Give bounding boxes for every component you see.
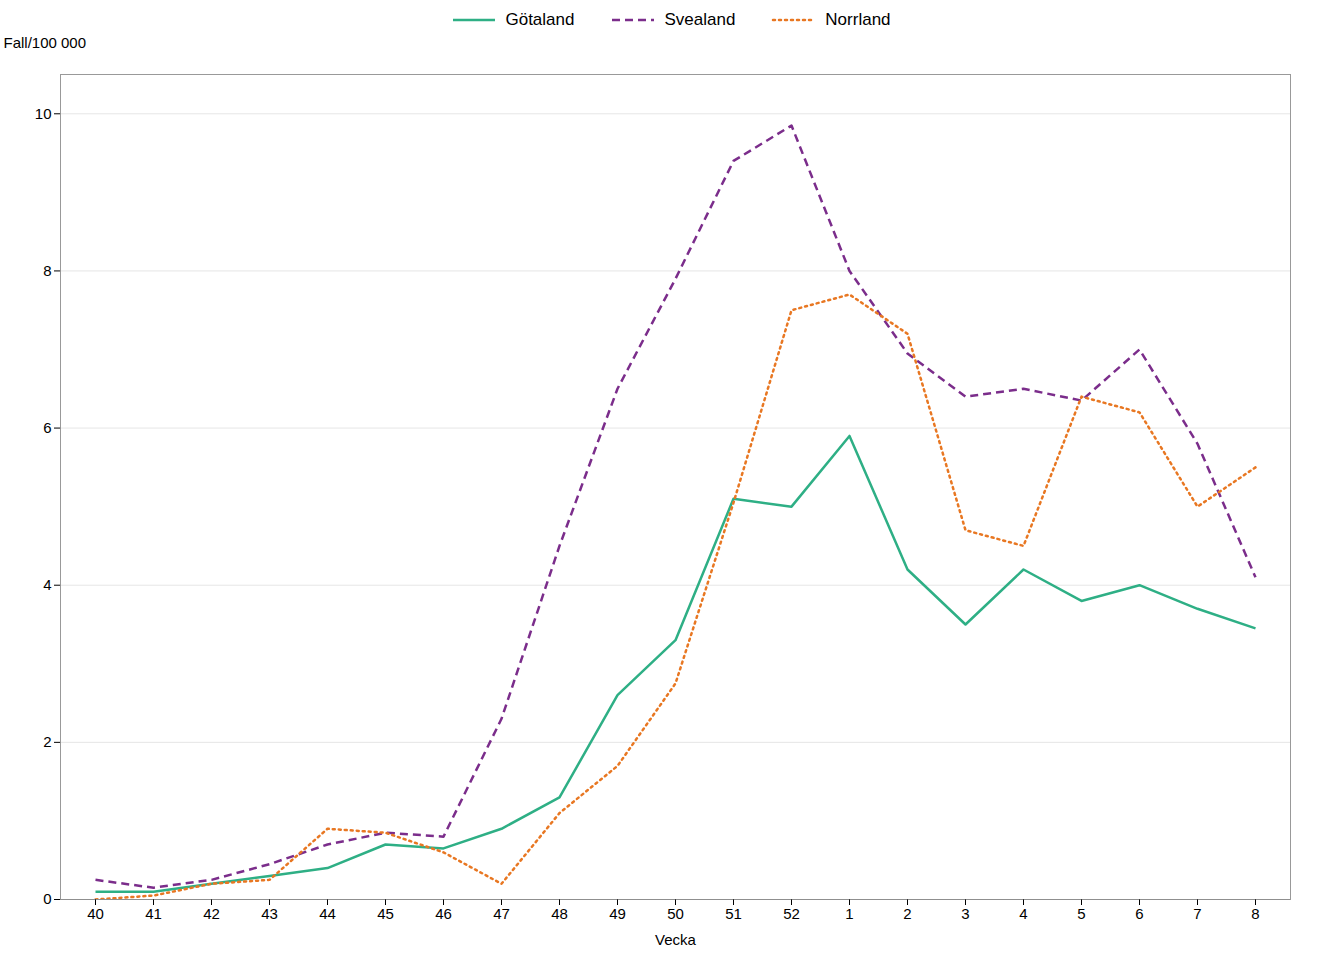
svg-text:45: 45 bbox=[377, 905, 394, 922]
svg-text:46: 46 bbox=[435, 905, 452, 922]
svg-text:3: 3 bbox=[961, 905, 969, 922]
svg-text:Fall/100 000: Fall/100 000 bbox=[4, 34, 87, 51]
svg-text:41: 41 bbox=[145, 905, 162, 922]
svg-text:0: 0 bbox=[43, 890, 51, 907]
svg-text:40: 40 bbox=[87, 905, 104, 922]
svg-text:52: 52 bbox=[783, 905, 800, 922]
svg-text:51: 51 bbox=[725, 905, 742, 922]
svg-text:8: 8 bbox=[1251, 905, 1259, 922]
html-text:Götaland: Götaland bbox=[505, 10, 575, 29]
svg-text:47: 47 bbox=[493, 905, 510, 922]
svg-text:2: 2 bbox=[43, 733, 51, 750]
svg-text:10: 10 bbox=[35, 105, 52, 122]
svg-text:8: 8 bbox=[43, 262, 51, 279]
svg-text:6: 6 bbox=[1135, 905, 1143, 922]
svg-text:2: 2 bbox=[903, 905, 911, 922]
svg-text:7: 7 bbox=[1193, 905, 1201, 922]
html-text:Norrland: Norrland bbox=[825, 10, 891, 29]
svg-text:4: 4 bbox=[43, 576, 51, 593]
svg-text:43: 43 bbox=[261, 905, 278, 922]
svg-text:42: 42 bbox=[203, 905, 220, 922]
svg-text:Vecka: Vecka bbox=[655, 931, 697, 948]
svg-text:48: 48 bbox=[551, 905, 568, 922]
svg-text:5: 5 bbox=[1077, 905, 1085, 922]
svg-text:4: 4 bbox=[1019, 905, 1027, 922]
svg-text:1: 1 bbox=[845, 905, 853, 922]
svg-text:6: 6 bbox=[43, 419, 51, 436]
html-text:Svealand: Svealand bbox=[664, 10, 736, 29]
svg-text:49: 49 bbox=[609, 905, 626, 922]
svg-text:44: 44 bbox=[319, 905, 336, 922]
svg-text:50: 50 bbox=[667, 905, 684, 922]
